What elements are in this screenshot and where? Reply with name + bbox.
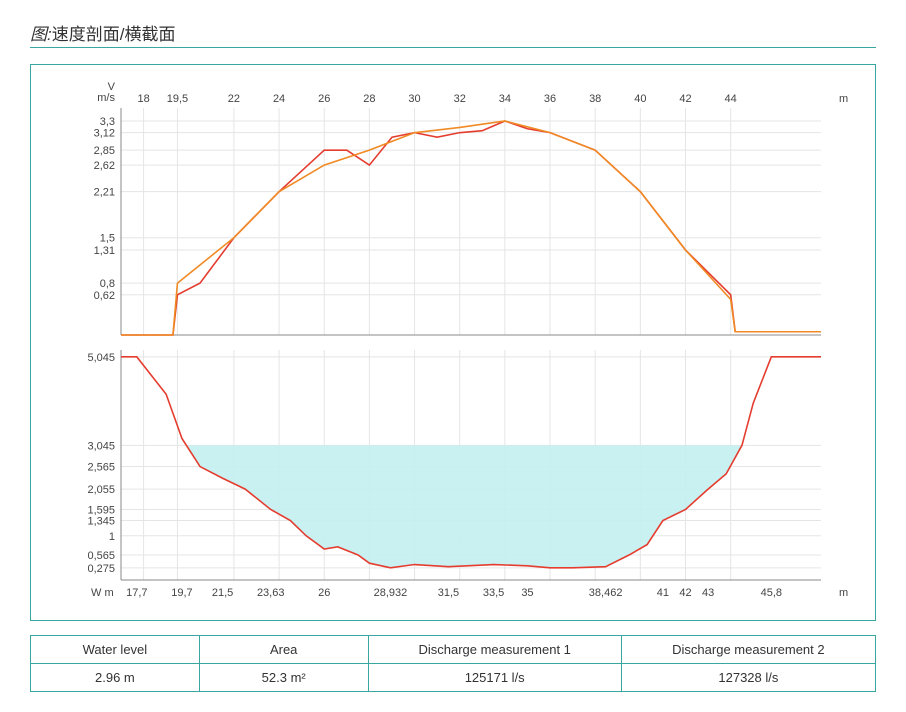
chart-svg: 18 19,5 22 24 26 28 30 32 34 36 38 40 42 44 m 0,620,8 1,… [51, 80, 851, 610]
results-table: Water levelAreaDischarge measurement 1Di… [30, 635, 876, 692]
cross-y-tick-label: 5,045 [87, 352, 115, 364]
cross-y-tick-label: 0,275 [87, 563, 115, 575]
results-header-cell: Area [200, 636, 369, 664]
x-top-tick-label: 36 [544, 93, 556, 105]
cross-y-tick-label: 1 [109, 531, 115, 543]
chart-container: 18 19,5 22 24 26 28 30 32 34 36 38 40 42 44 m 0,620,8 1,… [30, 64, 876, 621]
x-bottom-unit: m [839, 587, 848, 599]
cross-y-tick-label: 0,565 [87, 550, 115, 562]
x-bottom-tick-label: 42 [679, 587, 691, 599]
cross-y-tick-label: 1,595 [87, 504, 115, 516]
x-top-tick-label: 38 [589, 93, 601, 105]
x-top-tick-label: 28 [363, 93, 375, 105]
x-bottom-tick-label: 43 [702, 587, 714, 599]
x-bottom-tick-label: 19,7 [171, 587, 192, 599]
velocity-y-tick-label: 0,8 [100, 278, 115, 290]
cross-y-tick-label: 2,055 [87, 484, 115, 496]
x-bottom-tick-label: 17,7 [126, 587, 147, 599]
x-bottom-axis-label: W m [91, 587, 114, 599]
x-bottom-tick-label: 28,932 [374, 587, 408, 599]
x-bottom-tick-label: 26 [318, 587, 330, 599]
chart-title-text: 速度剖面/横截面 [52, 25, 176, 44]
x-top-tick-label: 32 [454, 93, 466, 105]
x-bottom-tick-label: 23,63 [257, 587, 285, 599]
x-top-unit: m [839, 93, 848, 105]
velocity-y-tick-label: 0,62 [94, 290, 115, 302]
results-header-cell: Discharge measurement 1 [369, 636, 622, 664]
x-top-tick-label: 44 [725, 93, 737, 105]
chart-title: 图:速度剖面/横截面 [30, 20, 185, 45]
velocity-y-tick-label: 1,31 [94, 245, 115, 257]
cross-y-tick-label: 1,345 [87, 516, 115, 528]
velocity-y-tick-label: 3,3 [100, 116, 115, 128]
results-value-cell: 127328 l/s [622, 664, 875, 691]
x-bottom-tick-label: 35 [521, 587, 533, 599]
x-top-tick-label: 22 [228, 93, 240, 105]
results-header-cell: Discharge measurement 2 [622, 636, 875, 664]
x-bottom-tick-label: 31,5 [438, 587, 459, 599]
title-underline [30, 47, 876, 48]
chart-title-prefix: 图: [30, 25, 52, 44]
x-top-tick-label: 19,5 [167, 93, 188, 105]
x-top-tick-label: 30 [408, 93, 420, 105]
cross-y-tick-label: 2,565 [87, 462, 115, 474]
velocity-fitted [121, 121, 821, 335]
velocity-y-axis-label: m/s [97, 92, 115, 104]
x-top-tick-label: 24 [273, 93, 285, 105]
x-bottom-tick-label: 45,8 [761, 587, 782, 599]
results-value-cell: 125171 l/s [369, 664, 622, 691]
velocity-y-tick-label: 2,21 [94, 187, 115, 199]
x-top-tick-label: 40 [634, 93, 646, 105]
x-top-tick-label: 18 [137, 93, 149, 105]
chart-title-row: 图:速度剖面/横截面 [30, 20, 876, 45]
cross-y-tick-label: 3,045 [87, 440, 115, 452]
x-bottom-tick-label: 41 [657, 587, 669, 599]
velocity-y-tick-label: 1,5 [100, 233, 115, 245]
results-header-cell: Water level [31, 636, 200, 664]
x-top-tick-label: 26 [318, 93, 330, 105]
results-header-row: Water levelAreaDischarge measurement 1Di… [31, 636, 875, 664]
x-top-tick-label: 42 [679, 93, 691, 105]
x-bottom-tick-label: 21,5 [212, 587, 233, 599]
results-value-cell: 2.96 m [31, 664, 200, 691]
x-bottom-tick-label: 33,5 [483, 587, 504, 599]
x-top-tick-label: 34 [499, 93, 511, 105]
velocity-y-tick-label: 2,85 [94, 145, 115, 157]
results-value-row: 2.96 m52.3 m²125171 l/s127328 l/s [31, 664, 875, 691]
results-value-cell: 52.3 m² [200, 664, 369, 691]
velocity-measured [121, 121, 821, 335]
velocity-y-tick-label: 2,62 [94, 160, 115, 172]
x-bottom-tick-label: 38,462 [589, 587, 623, 599]
water-fill [186, 445, 742, 568]
velocity-y-tick-label: 3,12 [94, 128, 115, 140]
